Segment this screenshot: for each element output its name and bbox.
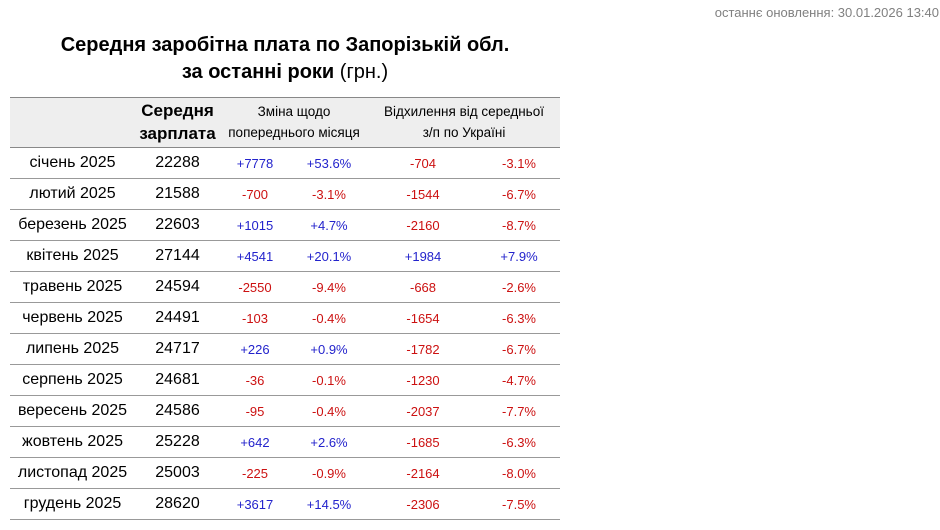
cell-deviation-pct: -8.0% — [478, 457, 561, 489]
header-salary: Середня зарплата — [135, 97, 220, 148]
cell-deviation-abs: -1685 — [368, 426, 479, 458]
cell-month: травень 2025 — [10, 271, 135, 303]
table-row: травень 2025 24594 -2550 -9.4% -668 -2.6% — [10, 271, 561, 303]
cell-salary: 24717 — [135, 333, 220, 365]
table-row: березень 2025 22603 +1015 +4.7% -2160 -8.7% — [10, 209, 561, 241]
cell-month: жовтень 2025 — [10, 426, 135, 458]
cell-change-abs: -95 — [220, 395, 290, 427]
cell-month: червень 2025 — [10, 302, 135, 334]
cell-deviation-abs: -2037 — [368, 395, 479, 427]
cell-salary: 24681 — [135, 364, 220, 396]
cell-change-abs: +7778 — [220, 147, 290, 179]
table-row: квітень 2025 27144 +4541 +20.1% +1984 +7.9% — [10, 240, 561, 272]
cell-month: березень 2025 — [10, 209, 135, 241]
cell-month: грудень 2025 — [10, 488, 135, 520]
cell-salary: 22603 — [135, 209, 220, 241]
cell-deviation-pct: -7.7% — [478, 395, 561, 427]
cell-deviation-abs: -1782 — [368, 333, 479, 365]
cell-deviation-abs: -2306 — [368, 488, 479, 520]
table-row: жовтень 2025 25228 +642 +2.6% -1685 -6.3% — [10, 426, 561, 458]
table-row: вересень 2025 24586 -95 -0.4% -2037 -7.7% — [10, 395, 561, 427]
cell-change-abs: +1015 — [220, 209, 290, 241]
cell-change-abs: -2550 — [220, 271, 290, 303]
page-title-line1: Середня заробітна плата по Запорізькій о… — [60, 34, 510, 56]
cell-deviation-pct: -2.6% — [478, 271, 561, 303]
cell-salary: 22288 — [135, 147, 220, 179]
table-row: лютий 2025 21588 -700 -3.1% -1544 -6.7% — [10, 178, 561, 210]
cell-change-pct: +0.9% — [290, 333, 369, 365]
table-body: січень 2025 22288 +7778 +53.6% -704 -3.1% люти… — [10, 147, 561, 520]
page-title-line2-bold: за останні роки — [181, 61, 335, 83]
cell-change-abs: +642 — [220, 426, 290, 458]
table-row: червень 2025 24491 -103 -0.4% -1654 -6.3% — [10, 302, 561, 334]
table-row: серпень 2025 24681 -36 -0.1% -1230 -4.7% — [10, 364, 561, 396]
cell-change-abs: +226 — [220, 333, 290, 365]
cell-deviation-abs: +1984 — [368, 240, 479, 272]
cell-month: лютий 2025 — [10, 178, 135, 210]
cell-change-pct: -0.9% — [290, 457, 369, 489]
table-row: січень 2025 22288 +7778 +53.6% -704 -3.1% — [10, 147, 561, 179]
cell-change-abs: -700 — [220, 178, 290, 210]
cell-deviation-pct: -6.7% — [478, 333, 561, 365]
cell-change-pct: +2.6% — [290, 426, 369, 458]
cell-salary: 24491 — [135, 302, 220, 334]
cell-deviation-pct: -6.3% — [478, 302, 561, 334]
cell-change-abs: +3617 — [220, 488, 290, 520]
cell-change-pct: -9.4% — [290, 271, 369, 303]
cell-deviation-pct: -3.1% — [478, 147, 561, 179]
cell-salary: 24586 — [135, 395, 220, 427]
page-title-line2: за останні роки (грн.) — [10, 59, 560, 86]
cell-change-pct: +14.5% — [290, 488, 369, 520]
cell-change-abs: -36 — [220, 364, 290, 396]
header-deviation: Відхилення від середньої з/п по Україні — [368, 97, 561, 148]
table-row: грудень 2025 28620 +3617 +14.5% -2306 -7.5% — [10, 488, 561, 520]
table-row: липень 2025 24717 +226 +0.9% -1782 -6.7% — [10, 333, 561, 365]
cell-change-pct: +53.6% — [290, 147, 369, 179]
cell-deviation-abs: -668 — [368, 271, 479, 303]
cell-deviation-abs: -2164 — [368, 457, 479, 489]
cell-change-pct: -0.4% — [290, 302, 369, 334]
cell-month: липень 2025 — [10, 333, 135, 365]
cell-deviation-abs: -704 — [368, 147, 479, 179]
last-update-label: останнє оновлення: 30.01.2026 13:40 — [714, 5, 939, 20]
cell-deviation-pct: -6.7% — [478, 178, 561, 210]
cell-deviation-abs: -1230 — [368, 364, 479, 396]
cell-change-pct: -3.1% — [290, 178, 369, 210]
cell-deviation-pct: -4.7% — [478, 364, 561, 396]
cell-month: вересень 2025 — [10, 395, 135, 427]
page-title: Середня заробітна плата по Запорізькій о… — [10, 32, 560, 86]
cell-salary: 28620 — [135, 488, 220, 520]
cell-deviation-pct: -8.7% — [478, 209, 561, 241]
table-header-row: Середня зарплата Зміна щодо попереднього… — [10, 97, 561, 148]
cell-deviation-pct: -6.3% — [478, 426, 561, 458]
cell-month: серпень 2025 — [10, 364, 135, 396]
cell-salary: 27144 — [135, 240, 220, 272]
cell-month: листопад 2025 — [10, 457, 135, 489]
cell-salary: 25003 — [135, 457, 220, 489]
cell-change-abs: +4541 — [220, 240, 290, 272]
salary-table: Середня зарплата Зміна щодо попереднього… — [10, 97, 561, 520]
cell-deviation-abs: -1654 — [368, 302, 479, 334]
cell-deviation-abs: -2160 — [368, 209, 479, 241]
cell-month: квітень 2025 — [10, 240, 135, 272]
cell-deviation-abs: -1544 — [368, 178, 479, 210]
cell-change-pct: +20.1% — [290, 240, 369, 272]
cell-change-abs: -225 — [220, 457, 290, 489]
cell-deviation-pct: +7.9% — [478, 240, 561, 272]
cell-salary: 25228 — [135, 426, 220, 458]
cell-change-abs: -103 — [220, 302, 290, 334]
cell-change-pct: +4.7% — [290, 209, 369, 241]
cell-salary: 21588 — [135, 178, 220, 210]
table-row: листопад 2025 25003 -225 -0.9% -2164 -8.0% — [10, 457, 561, 489]
cell-change-pct: -0.1% — [290, 364, 369, 396]
cell-salary: 24594 — [135, 271, 220, 303]
cell-month: січень 2025 — [10, 147, 135, 179]
header-month — [10, 97, 135, 148]
header-change: Зміна щодо попереднього місяця — [220, 97, 369, 148]
cell-deviation-pct: -7.5% — [478, 488, 561, 520]
cell-change-pct: -0.4% — [290, 395, 369, 427]
page-title-unit: (грн.) — [334, 61, 389, 83]
